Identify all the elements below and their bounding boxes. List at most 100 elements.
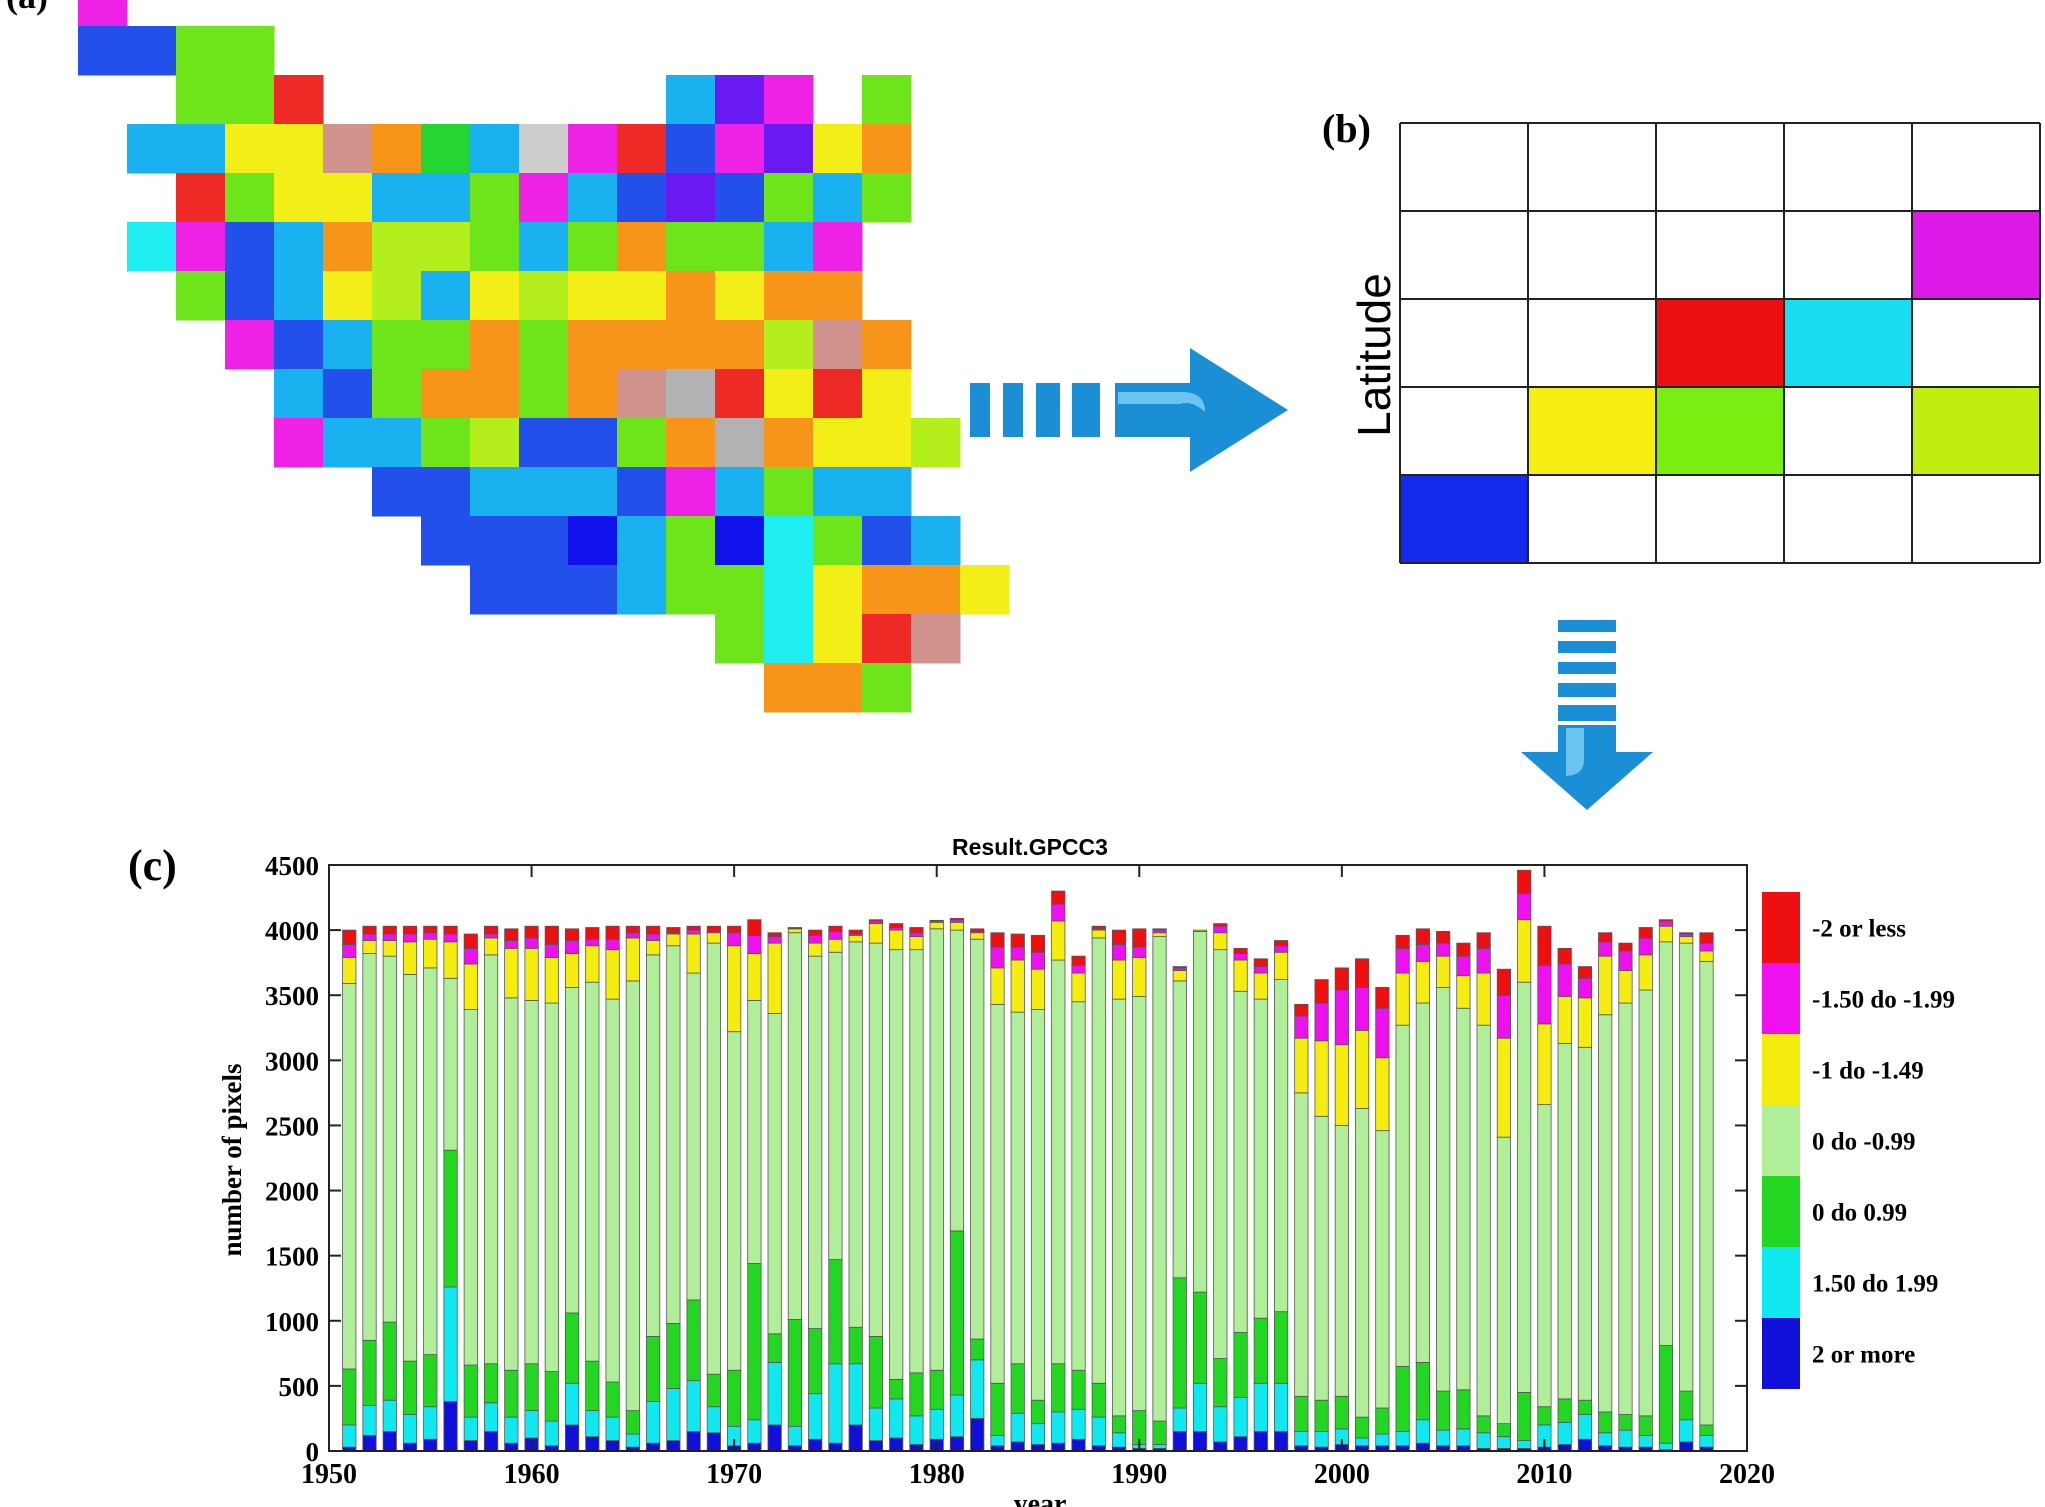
bar-segment <box>1496 994 1511 1039</box>
bar-segment <box>1476 1024 1491 1417</box>
bar-segment <box>949 1230 965 1396</box>
bar-segment <box>929 921 944 930</box>
bar-segment <box>889 929 904 951</box>
bar-segment <box>483 1402 499 1432</box>
bar-segment <box>1638 927 1653 939</box>
bar-segment <box>949 1436 965 1452</box>
bar-segment <box>463 933 478 949</box>
bar-segment <box>544 1420 559 1447</box>
map-pixel <box>911 614 961 664</box>
bar-segment <box>463 947 478 965</box>
bar-segment <box>970 928 985 932</box>
map-pixel <box>764 614 814 664</box>
bar-segment <box>504 1442 519 1452</box>
bar-segment <box>1274 1382 1289 1432</box>
bar-segment <box>1233 959 1248 992</box>
bar-segment <box>1699 942 1714 952</box>
map-pixel <box>421 369 471 419</box>
bar-segment <box>1111 929 1127 945</box>
bar-segment <box>868 1407 884 1441</box>
chart-legend: -2 or less -1.50 do -1.99 -1 do -1.49 0 do … <box>1762 892 1955 1389</box>
map-pixel <box>568 222 618 272</box>
bar-segment <box>544 944 559 958</box>
bar-segment <box>1598 1014 1613 1413</box>
map-pixel <box>127 124 177 174</box>
bar-segment <box>1658 941 1674 1346</box>
arrow-dash <box>1003 383 1023 437</box>
x-tick-label: 1980 <box>909 1459 965 1490</box>
map-pixel <box>372 320 422 370</box>
bar-segment <box>949 917 965 921</box>
bar-segment <box>382 933 397 941</box>
map-pixel <box>372 124 422 174</box>
bar-segment <box>990 1434 1005 1447</box>
map-pixel <box>568 271 618 321</box>
bar-segment <box>949 929 965 1232</box>
bar-segment <box>1091 1416 1106 1447</box>
bar-segment <box>544 957 559 1004</box>
bar-segment <box>666 1322 681 1389</box>
panel-b-label: (b) <box>1322 106 1371 151</box>
legend-swatch <box>1762 1176 1800 1247</box>
bar-segment <box>1415 960 1430 1004</box>
bar-segment <box>1071 955 1086 966</box>
bar-segment <box>1496 1423 1511 1438</box>
bar-segment <box>1294 1003 1309 1017</box>
bar-segment <box>1071 964 1086 974</box>
bar-segment <box>504 1416 519 1444</box>
bar-segment <box>1213 1358 1228 1408</box>
map-pixel <box>813 565 863 615</box>
bar-segment <box>909 927 924 934</box>
bar-segment <box>402 973 418 1362</box>
bar-segment <box>1436 931 1451 944</box>
arrow-highlight <box>1566 728 1584 776</box>
panel-c-label: (c) <box>128 841 177 890</box>
map-pixel <box>666 320 716 370</box>
bar-segment <box>706 1406 721 1434</box>
map-pixel <box>421 173 471 223</box>
bar-segment <box>1030 968 1046 1010</box>
bar-segment <box>1395 1024 1410 1367</box>
map-pixel <box>715 369 765 419</box>
bar-segment <box>1375 1007 1390 1059</box>
x-tick-label: 1970 <box>706 1459 762 1490</box>
map-pixel <box>617 320 667 370</box>
bar-segment <box>1415 1362 1430 1421</box>
map-pixel <box>911 516 961 566</box>
bar-segment <box>666 1440 681 1452</box>
grid-cell <box>1912 211 2040 299</box>
bar-segment <box>808 942 823 957</box>
bar-segment <box>1557 947 1572 965</box>
map-pixel <box>421 271 471 321</box>
map-pixel <box>911 418 961 468</box>
map-pixel <box>323 173 373 223</box>
panel-b-cells <box>1399 122 2041 564</box>
grid-cell <box>1912 387 2040 475</box>
bar-segment <box>402 1414 418 1444</box>
map-pixel <box>470 124 520 174</box>
map-pixel <box>519 467 569 517</box>
bar-segment <box>889 1378 904 1400</box>
bar-segment <box>1436 987 1451 1392</box>
map-pixel <box>862 369 912 419</box>
bar-segment <box>382 940 397 957</box>
map-pixel <box>176 26 226 76</box>
x-tick-label: 1950 <box>301 1459 357 1490</box>
bar-segment <box>625 980 640 1412</box>
map-pixel <box>274 369 324 419</box>
bar-segment <box>1010 946 1025 961</box>
map-pixel <box>813 222 863 272</box>
bar-segment <box>423 967 438 1356</box>
bar-segment <box>625 925 640 934</box>
bar-segment <box>767 936 782 944</box>
y-tick-label: 4000 <box>265 916 319 946</box>
map-pixel <box>176 271 226 321</box>
legend-swatch <box>1762 963 1800 1034</box>
bar-segment <box>585 927 600 940</box>
bar-segment <box>929 1408 944 1440</box>
bar-segment <box>1679 942 1694 1392</box>
map-pixel <box>470 516 520 566</box>
map-pixel <box>470 320 520 370</box>
bar-segment <box>889 1398 904 1439</box>
bar-segment <box>1577 997 1593 1048</box>
